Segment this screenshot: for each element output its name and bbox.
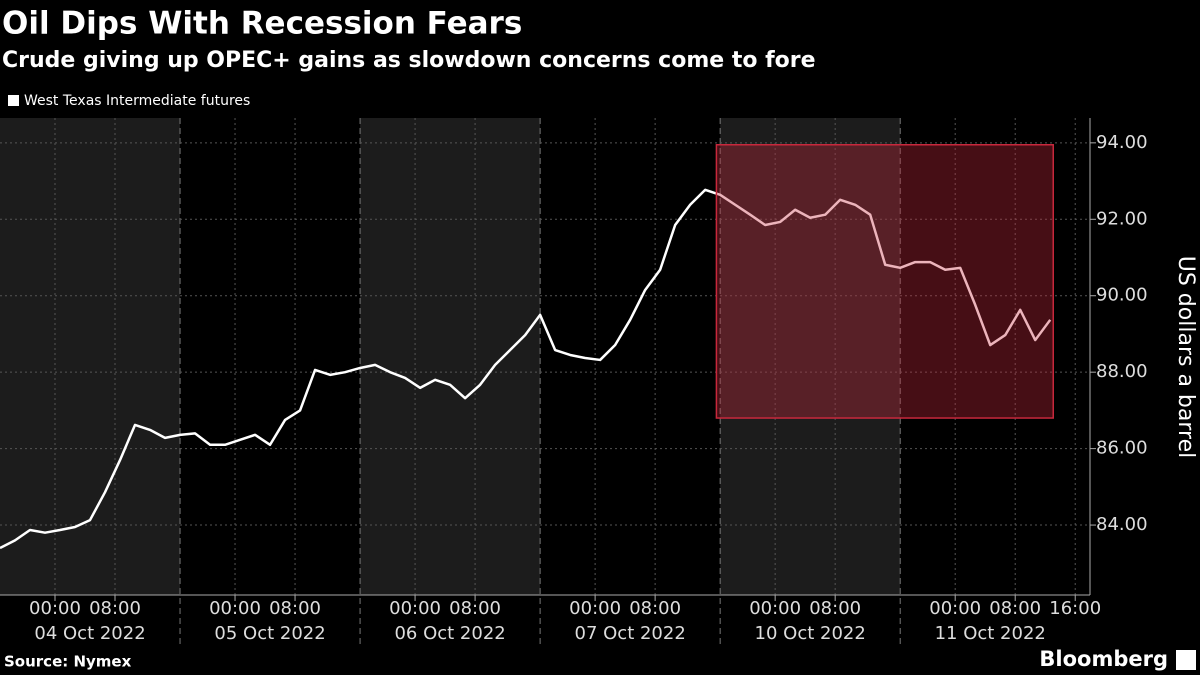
source: Source: Nymex (4, 653, 132, 671)
x-tick-label: 00:00 (569, 598, 621, 619)
y-tick-label: 94.00 (1096, 132, 1148, 153)
y-tick-label: 84.00 (1096, 514, 1148, 535)
plot (0, 118, 1090, 645)
brand: Bloomberg (1039, 647, 1168, 671)
x-date-label: 06 Oct 2022 (394, 623, 505, 644)
x-date-label: 11 Oct 2022 (935, 623, 1046, 644)
x-tick-label: 08:00 (449, 598, 501, 619)
chart-title: Oil Dips With Recession Fears (2, 6, 522, 42)
legend-swatch (8, 95, 19, 106)
x-tick-label: 08:00 (989, 598, 1041, 619)
x-tick-label: 00:00 (29, 598, 81, 619)
y-axis-label: US dollars a barrel (1173, 256, 1198, 458)
y-tick-label: 90.00 (1096, 285, 1148, 306)
y-tick-label: 92.00 (1096, 208, 1148, 229)
brand-icon (1176, 650, 1196, 670)
x-date-label: 05 Oct 2022 (214, 623, 325, 644)
x-tick-label: 16:00 (1049, 598, 1101, 619)
legend-label: West Texas Intermediate futures (24, 93, 250, 109)
x-date-label: 04 Oct 2022 (34, 623, 145, 644)
y-tick-label: 86.00 (1096, 438, 1148, 459)
y-tick-label: 88.00 (1096, 361, 1148, 382)
session-band (0, 118, 181, 595)
chart-subtitle: Crude giving up OPEC+ gains as slowdown … (2, 48, 816, 73)
x-tick-label: 08:00 (809, 598, 861, 619)
x-tick-label: 00:00 (389, 598, 441, 619)
x-tick-label: 08:00 (629, 598, 681, 619)
session-band (360, 118, 541, 595)
x-date-label: 10 Oct 2022 (755, 623, 866, 644)
x-tick-label: 00:00 (929, 598, 981, 619)
x-tick-label: 08:00 (269, 598, 321, 619)
x-tick-label: 00:00 (749, 598, 801, 619)
session-band (720, 118, 901, 595)
price-line (0, 188, 1052, 550)
x-tick-label: 08:00 (89, 598, 141, 619)
x-date-label: 07 Oct 2022 (575, 623, 686, 644)
highlight-box (715, 144, 1054, 419)
x-tick-label: 00:00 (209, 598, 261, 619)
